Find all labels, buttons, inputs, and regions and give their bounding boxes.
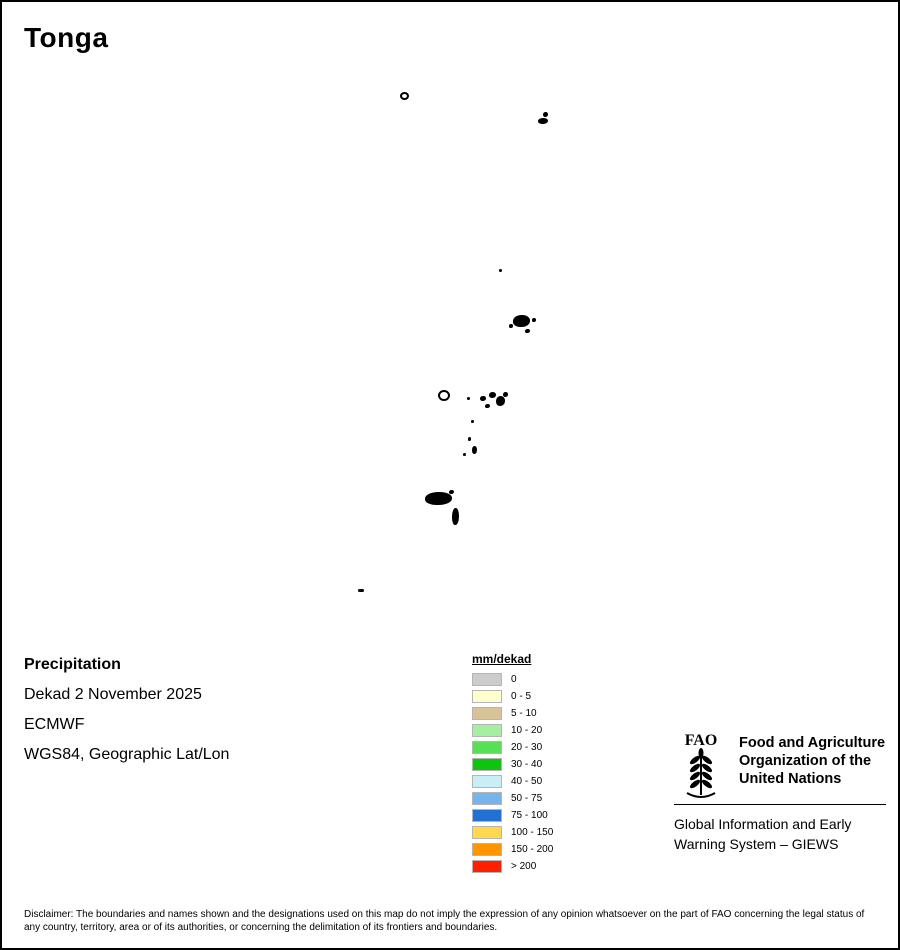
legend-label: 10 - 20 bbox=[511, 725, 543, 736]
disclaimer-text: Disclaimer: The boundaries and names sho… bbox=[24, 909, 865, 933]
legend-item: 0 bbox=[472, 673, 553, 686]
island bbox=[468, 437, 471, 441]
info-projection: WGS84, Geographic Lat/Lon bbox=[24, 746, 230, 763]
fao-name: Food and Agriculture Organization of the… bbox=[739, 730, 885, 788]
legend-item: 40 - 50 bbox=[472, 775, 553, 788]
legend-swatch bbox=[472, 860, 502, 873]
info-product: Precipitation bbox=[24, 656, 121, 673]
island bbox=[499, 269, 502, 272]
legend-item: 100 - 150 bbox=[472, 826, 553, 839]
island bbox=[543, 112, 548, 117]
legend-label: 5 - 10 bbox=[511, 708, 537, 719]
island bbox=[496, 396, 505, 406]
island bbox=[480, 396, 486, 401]
island bbox=[400, 92, 409, 100]
legend-item: 30 - 40 bbox=[472, 758, 553, 771]
island bbox=[485, 404, 490, 408]
page-title: Tonga bbox=[24, 22, 109, 53]
giews-line2: Warning System – GIEWS bbox=[674, 836, 839, 852]
map-info: Precipitation Dekad 2 November 2025 ECMW… bbox=[24, 654, 229, 774]
legend-label: 0 bbox=[511, 674, 517, 685]
legend-label: 40 - 50 bbox=[511, 776, 543, 787]
island bbox=[452, 508, 459, 525]
legend-label: 150 - 200 bbox=[511, 844, 554, 855]
island bbox=[425, 492, 452, 505]
legend-label: 30 - 40 bbox=[511, 759, 543, 770]
legend: mm/dekad 0 0 - 5 5 - 10 10 - 20 20 - 30 30 - … bbox=[472, 652, 553, 877]
legend-label: 75 - 100 bbox=[511, 810, 548, 821]
legend-swatch bbox=[472, 758, 502, 771]
legend-item: 0 - 5 bbox=[472, 690, 553, 703]
info-dekad: Dekad 2 November 2025 bbox=[24, 686, 202, 703]
legend-swatch bbox=[472, 707, 502, 720]
legend-item: > 200 bbox=[472, 860, 553, 873]
legend-title: mm/dekad bbox=[472, 652, 532, 666]
legend-swatch bbox=[472, 741, 502, 754]
legend-label: 20 - 30 bbox=[511, 742, 543, 753]
legend-swatch bbox=[472, 673, 502, 686]
giews-label: Global Information and Early Warning Sys… bbox=[674, 814, 851, 854]
island bbox=[538, 118, 548, 124]
legend-item: 10 - 20 bbox=[472, 724, 553, 737]
fao-block: FAO Food and Agriculture Organization of… bbox=[674, 730, 885, 802]
legend-label: 50 - 75 bbox=[511, 793, 543, 804]
island bbox=[503, 392, 508, 397]
legend-rows: 0 0 - 5 5 - 10 10 - 20 20 - 30 30 - 40 40 - 50… bbox=[472, 673, 553, 873]
legend-swatch bbox=[472, 843, 502, 856]
legend-swatch bbox=[472, 826, 502, 839]
fao-logo: FAO bbox=[685, 732, 718, 798]
island bbox=[509, 324, 513, 328]
island bbox=[467, 397, 470, 400]
legend-label: 0 - 5 bbox=[511, 691, 532, 702]
island bbox=[471, 420, 474, 423]
legend-label: > 200 bbox=[511, 861, 537, 872]
legend-item: 150 - 200 bbox=[472, 843, 553, 856]
island bbox=[438, 390, 450, 401]
giews-line1: Global Information and Early bbox=[674, 816, 852, 832]
legend-swatch bbox=[472, 690, 502, 703]
legend-label: 100 - 150 bbox=[511, 827, 554, 838]
fao-name-line1: Food and Agriculture bbox=[739, 735, 886, 751]
giews-divider bbox=[674, 804, 886, 805]
island bbox=[449, 490, 454, 494]
fao-name-line3: United Nations bbox=[739, 771, 842, 787]
legend-item: 5 - 10 bbox=[472, 707, 553, 720]
legend-swatch bbox=[472, 792, 502, 805]
legend-item: 75 - 100 bbox=[472, 809, 553, 822]
legend-item: 20 - 30 bbox=[472, 741, 553, 754]
island bbox=[513, 315, 530, 327]
legend-swatch bbox=[472, 724, 502, 737]
island bbox=[358, 589, 364, 592]
legend-item: 50 - 75 bbox=[472, 792, 553, 805]
fao-logo-letters: FAO bbox=[685, 732, 718, 749]
legend-swatch bbox=[472, 775, 502, 788]
legend-swatch bbox=[472, 809, 502, 822]
island bbox=[532, 318, 536, 322]
island bbox=[463, 453, 466, 456]
island bbox=[525, 329, 530, 333]
island bbox=[489, 392, 496, 398]
info-source: ECMWF bbox=[24, 716, 85, 733]
island bbox=[472, 446, 477, 454]
fao-name-line2: Organization of the bbox=[739, 753, 872, 769]
